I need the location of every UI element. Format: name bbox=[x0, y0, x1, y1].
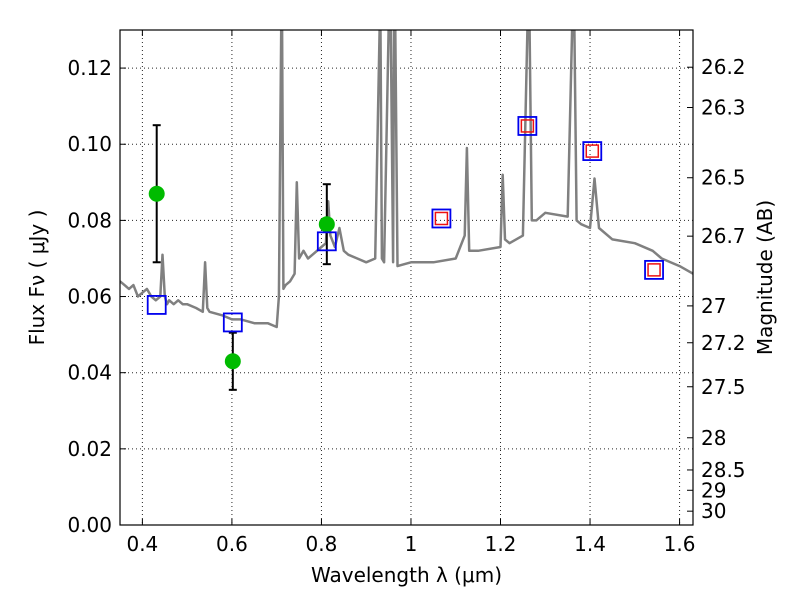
error-bars bbox=[152, 124, 331, 391]
right-tick-label: 27.2 bbox=[701, 331, 746, 355]
plot-frame bbox=[119, 29, 694, 526]
right-tick-label: 29 bbox=[701, 478, 726, 502]
model-point bbox=[582, 141, 603, 161]
y-tick-label: 0.12 bbox=[67, 56, 112, 80]
observed-point bbox=[224, 353, 241, 370]
observed-point bbox=[148, 185, 165, 202]
right-tick-label: 27.5 bbox=[701, 375, 746, 399]
y-tick-labels: 0.00 0.02 0.04 0.06 0.08 0.10 0.12 bbox=[67, 56, 112, 537]
model-points bbox=[146, 116, 664, 333]
right-tick-label: 28.5 bbox=[701, 458, 746, 482]
x-tick-label: 0.8 bbox=[306, 532, 338, 556]
y-tick-label: 0.08 bbox=[67, 208, 112, 232]
y-axis-label: Flux Fν ( μJy ) bbox=[25, 210, 49, 346]
observed-point bbox=[318, 216, 335, 233]
plot-area bbox=[120, 30, 693, 391]
model-point bbox=[517, 116, 538, 136]
model-inner-point bbox=[520, 119, 535, 133]
x-tick-labels: 0.4 0.6 0.8 1 1.2 1.4 1.6 bbox=[126, 532, 695, 556]
spectrum-line bbox=[120, 30, 693, 329]
right-tick-label: 26.5 bbox=[701, 166, 746, 190]
right-axis-label: Magnitude (AB) bbox=[753, 200, 777, 355]
x-tick-label: 0.4 bbox=[126, 532, 158, 556]
observed-points bbox=[148, 185, 335, 370]
right-tick-label: 26.2 bbox=[701, 55, 746, 79]
y-tick-label: 0.06 bbox=[67, 285, 112, 309]
model-inner-point bbox=[585, 144, 600, 158]
model-point bbox=[644, 259, 664, 280]
y-tick-label: 0.04 bbox=[67, 361, 112, 385]
x-tick-label: 1 bbox=[405, 532, 418, 556]
model-point bbox=[316, 231, 337, 252]
right-tick-label: 28 bbox=[701, 426, 726, 450]
right-tick-label: 27 bbox=[701, 294, 726, 318]
right-tick-label: 26.7 bbox=[701, 224, 746, 248]
axis-ticks bbox=[120, 30, 693, 526]
model-point bbox=[146, 295, 167, 315]
x-tick-label: 1.4 bbox=[574, 532, 606, 556]
x-tick-label: 1.2 bbox=[485, 532, 517, 556]
model-inner-point bbox=[434, 211, 449, 226]
model-point bbox=[431, 208, 452, 229]
model-point bbox=[222, 312, 243, 333]
y-tick-label: 0.02 bbox=[67, 437, 112, 461]
x-axis-label: Wavelength λ (μm) bbox=[311, 563, 502, 587]
x-tick-label: 1.6 bbox=[664, 532, 696, 556]
right-tick-label: 26.3 bbox=[701, 95, 746, 119]
grid-lines bbox=[120, 30, 693, 525]
x-tick-label: 0.6 bbox=[216, 532, 248, 556]
y-tick-label: 0.00 bbox=[67, 513, 112, 537]
right-tick-label: 30 bbox=[701, 499, 726, 523]
model-inner-point bbox=[647, 263, 661, 277]
y-tick-label: 0.10 bbox=[67, 132, 112, 156]
